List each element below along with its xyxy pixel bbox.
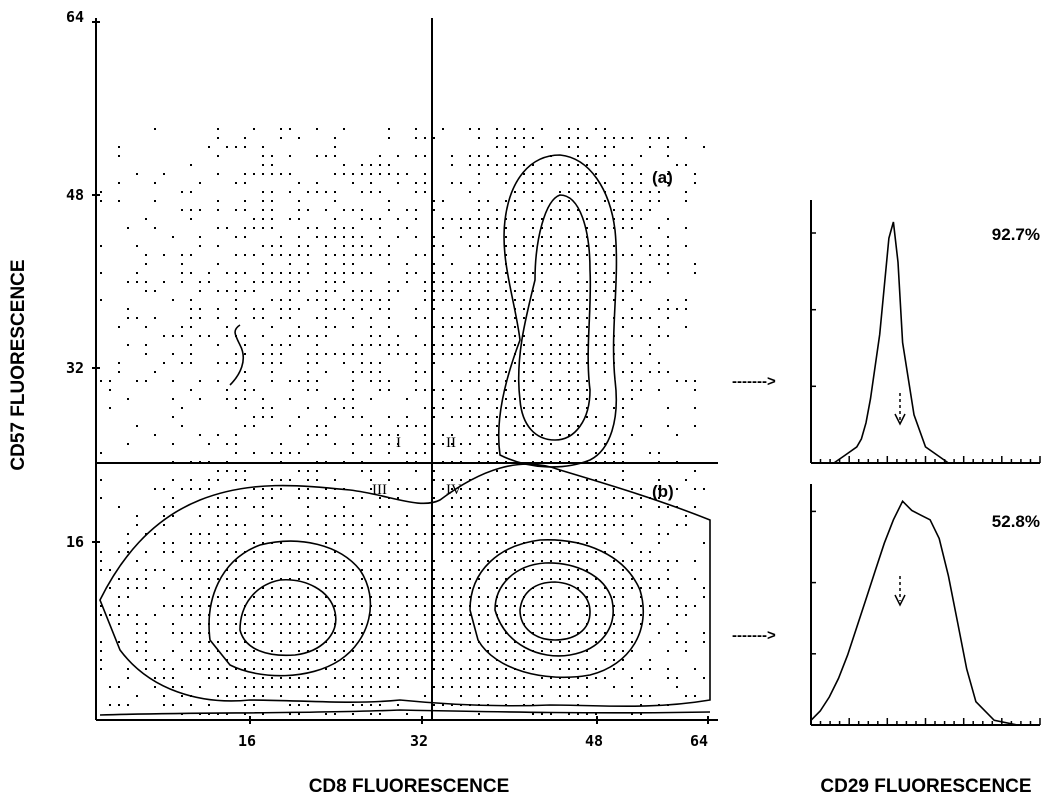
quadrant-label-iii: III	[372, 482, 387, 498]
x-tick-label-32: 32	[410, 732, 428, 750]
x-tick-label-48: 48	[585, 732, 603, 750]
histogram-a-series	[811, 221, 1040, 464]
y-tick-label-32: 32	[66, 359, 84, 377]
y-tick-label-64: 64	[66, 8, 84, 26]
gate-label-b: (b)	[652, 482, 674, 501]
contour-lines	[99, 154, 711, 716]
x-tick-label-16: 16	[238, 732, 256, 750]
quadrant-label-ii: II	[446, 435, 456, 451]
x-tick-label-64: 64	[690, 732, 708, 750]
y-tick-label-48: 48	[66, 186, 84, 204]
contour-panel: 64 48 32 16 16 32 48 64 I II III IV (a) …	[8, 8, 718, 797]
quadrant-label-i: I	[396, 435, 401, 451]
histogram-a-panel: 92.7%	[810, 200, 1041, 464]
quadrant-label-iv: IV	[446, 482, 462, 498]
histogram-b-panel: 52.8%	[810, 484, 1041, 726]
histogram-b-series	[810, 499, 1040, 726]
histogram-x-axis-title: CD29 FLUORESCENCE	[820, 776, 1031, 797]
y-axis-ticks	[92, 21, 100, 543]
x-axis-title: CD8 FLUORESCENCE	[309, 776, 510, 797]
histogram-b-median-arrow	[894, 576, 906, 607]
arrow-to-histogram-b: ------->	[732, 627, 776, 644]
y-axis-title: CD57 FLUORESCENCE	[8, 259, 29, 470]
histogram-a-percent: 92.7%	[992, 225, 1040, 244]
arrow-to-histogram-a: ------->	[732, 373, 776, 390]
histogram-b-ticks	[810, 510, 1041, 725]
x-axis-ticks	[249, 716, 709, 724]
histogram-b-percent: 52.8%	[992, 512, 1040, 531]
dot-field	[100, 128, 705, 715]
histogram-a-median-arrow	[894, 393, 906, 426]
y-tick-label-16: 16	[66, 533, 84, 551]
histogram-a-ticks	[810, 232, 1041, 463]
gate-label-a: (a)	[652, 168, 673, 187]
